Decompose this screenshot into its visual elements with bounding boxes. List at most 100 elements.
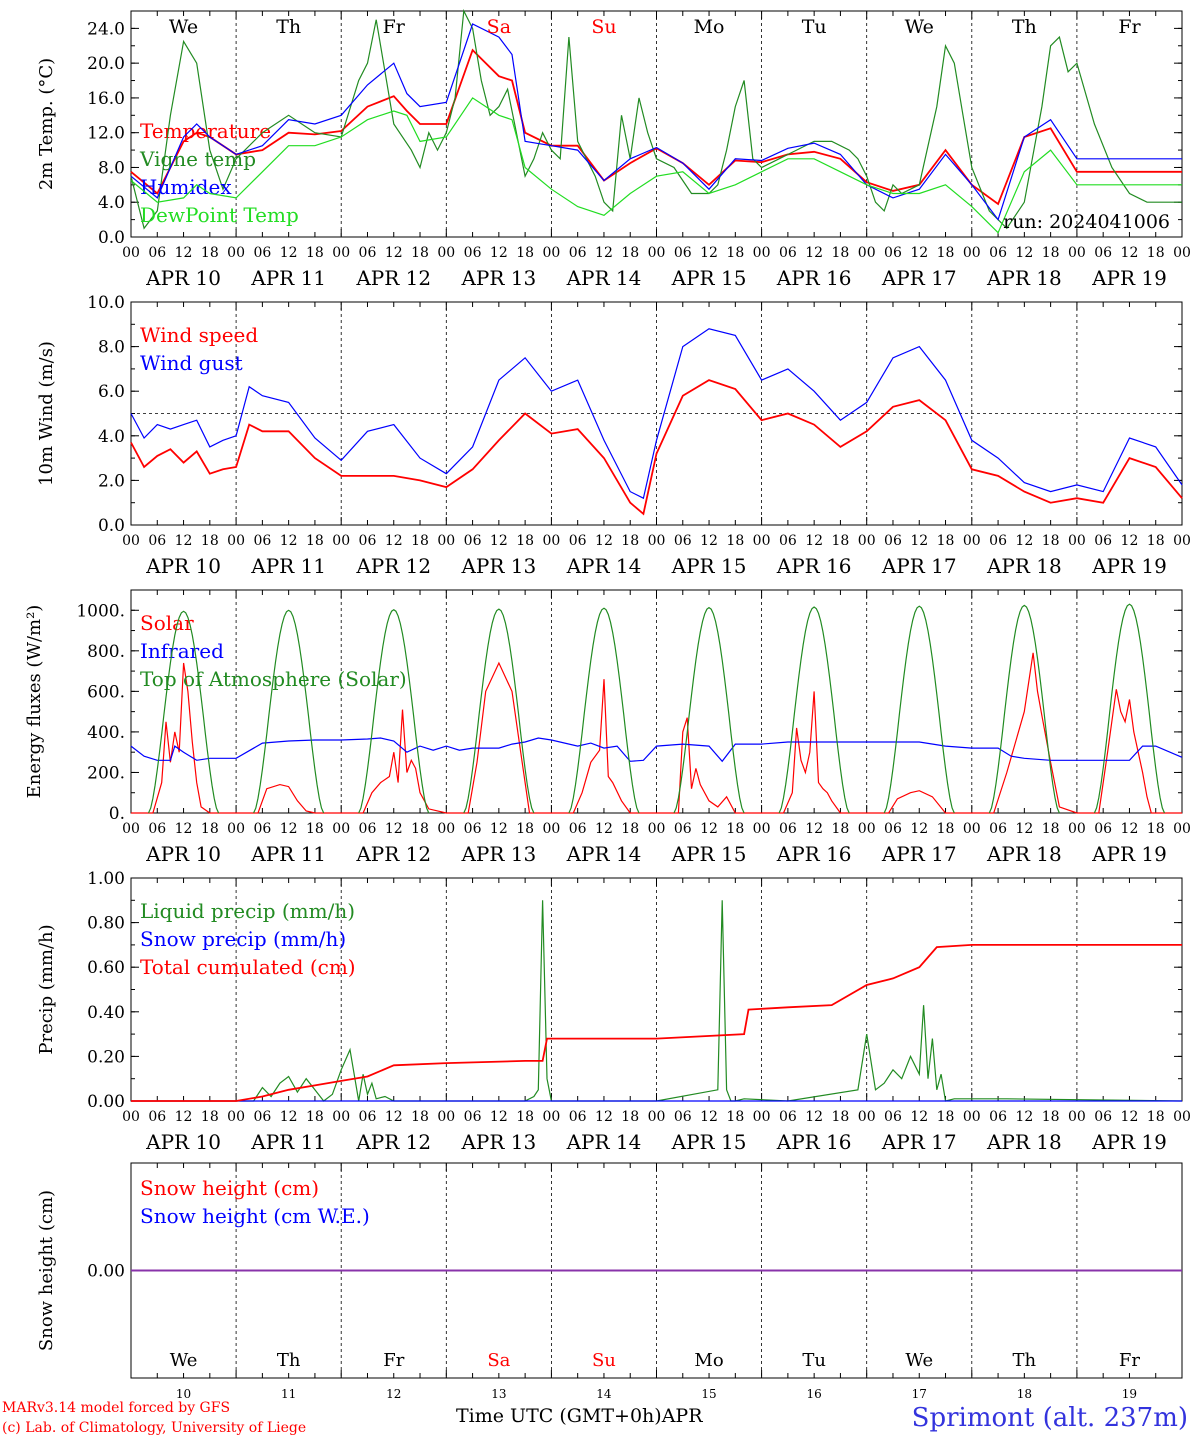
flux-hour-label: 06 bbox=[884, 821, 902, 837]
precip-hour-label: 00 bbox=[648, 1109, 666, 1125]
flux-hour-label: 00 bbox=[332, 821, 350, 837]
temp-date-label: APR 19 bbox=[1091, 266, 1167, 290]
flux-hour-label: 18 bbox=[621, 821, 639, 837]
precip-date-label: APR 18 bbox=[986, 1130, 1062, 1154]
wind-date-label: APR 10 bbox=[145, 554, 221, 578]
precip-series-2-line bbox=[131, 944, 1182, 1102]
wind-hour-label: 06 bbox=[359, 533, 377, 549]
top-day-label: We bbox=[905, 16, 934, 38]
flux-hour-label: 18 bbox=[937, 821, 955, 837]
temp-hour-label: 00 bbox=[122, 245, 140, 261]
top-day-label: Fr bbox=[383, 16, 406, 38]
precip-hour-label: 12 bbox=[175, 1109, 193, 1125]
wind-y-axis-label: 10m Wind (m/s) bbox=[36, 341, 57, 486]
precip-hour-label: 18 bbox=[411, 1109, 429, 1125]
wind-hour-label: 12 bbox=[175, 533, 193, 549]
flux-hour-label: 06 bbox=[674, 821, 692, 837]
temp-hour-label: 12 bbox=[175, 245, 193, 261]
precip-hour-label: 06 bbox=[674, 1109, 692, 1125]
temp-hour-label: 18 bbox=[306, 245, 324, 261]
precip-hour-label: 18 bbox=[1042, 1109, 1060, 1125]
precip-y-tick-label: 0.20 bbox=[87, 1047, 125, 1067]
temp-hour-label: 00 bbox=[227, 245, 245, 261]
wind-y-tick-label: 6.0 bbox=[98, 382, 125, 402]
precip-y-tick-label: 0.40 bbox=[87, 1003, 125, 1023]
bottom-day-label: Tu bbox=[802, 1350, 826, 1371]
flux-hour-label: 12 bbox=[280, 821, 298, 837]
temp-hour-label: 00 bbox=[753, 245, 771, 261]
flux-hour-label: 06 bbox=[1094, 821, 1112, 837]
bottom-day-number: 15 bbox=[701, 1387, 716, 1401]
flux-hour-label: 18 bbox=[1147, 821, 1165, 837]
wind-date-label: APR 15 bbox=[671, 554, 747, 578]
precip-hour-label: 06 bbox=[148, 1109, 166, 1125]
precip-hour-label: 18 bbox=[201, 1109, 219, 1125]
precip-hour-label: 00 bbox=[1068, 1109, 1086, 1125]
bottom-day-label: Fr bbox=[383, 1350, 404, 1371]
flux-hour-label: 18 bbox=[726, 821, 744, 837]
precip-hour-label: 12 bbox=[1121, 1109, 1139, 1125]
precip-legend-2: Total cumulated (cm) bbox=[140, 955, 356, 979]
precip-hour-label: 00 bbox=[332, 1109, 350, 1125]
precip-date-label: APR 12 bbox=[355, 1130, 431, 1154]
temp-series-2-line bbox=[130, 23, 1182, 221]
temp-hour-label: 06 bbox=[989, 245, 1007, 261]
wind-y-tick-label: 8.0 bbox=[98, 338, 125, 358]
flux-hour-label: 12 bbox=[595, 821, 613, 837]
wind-hour-label: 06 bbox=[148, 533, 166, 549]
wind-hour-label: 12 bbox=[490, 533, 508, 549]
wind-hour-label: 00 bbox=[963, 533, 981, 549]
temp-hour-label: 18 bbox=[1147, 245, 1165, 261]
temp-hour-label: 00 bbox=[437, 245, 455, 261]
precip-y-tick-label: 0.60 bbox=[87, 958, 125, 978]
precip-hour-label: 06 bbox=[569, 1109, 587, 1125]
bottom-day-number: 17 bbox=[912, 1387, 927, 1401]
flux-series-1-line bbox=[130, 737, 1183, 763]
flux-hour-label: 00 bbox=[437, 821, 455, 837]
temp-y-tick-label: 20.0 bbox=[87, 54, 125, 74]
precip-date-label: APR 14 bbox=[566, 1130, 642, 1154]
flux-date-label: APR 16 bbox=[776, 842, 852, 866]
temp-date-label: APR 10 bbox=[145, 266, 221, 290]
precip-hour-label: 18 bbox=[937, 1109, 955, 1125]
flux-hour-label: 00 bbox=[648, 821, 666, 837]
flux-hour-label: 00 bbox=[1173, 821, 1191, 837]
wind-hour-label: 06 bbox=[779, 533, 797, 549]
flux-hour-label: 00 bbox=[753, 821, 771, 837]
flux-hour-label: 18 bbox=[306, 821, 324, 837]
precip-hour-label: 00 bbox=[753, 1109, 771, 1125]
precip-hour-label: 06 bbox=[253, 1109, 271, 1125]
flux-hour-label: 12 bbox=[490, 821, 508, 837]
temp-hour-label: 00 bbox=[648, 245, 666, 261]
wind-hour-label: 06 bbox=[569, 533, 587, 549]
flux-hour-label: 06 bbox=[464, 821, 482, 837]
wind-hour-label: 18 bbox=[411, 533, 429, 549]
wind-hour-label: 00 bbox=[542, 533, 560, 549]
precip-hour-label: 12 bbox=[700, 1109, 718, 1125]
bottom-day-number: 19 bbox=[1122, 1387, 1137, 1401]
wind-legend-0: Wind speed bbox=[140, 323, 258, 347]
flux-hour-label: 00 bbox=[858, 821, 876, 837]
temp-hour-label: 12 bbox=[1015, 245, 1033, 261]
wind-hour-label: 12 bbox=[1121, 533, 1139, 549]
top-day-label: Th bbox=[1012, 16, 1037, 38]
wind-y-tick-label: 4.0 bbox=[98, 427, 125, 447]
flux-hour-label: 12 bbox=[385, 821, 403, 837]
precip-hour-label: 18 bbox=[516, 1109, 534, 1125]
wind-date-label: APR 11 bbox=[250, 554, 326, 578]
wind-hour-label: 00 bbox=[437, 533, 455, 549]
temp-date-label: APR 18 bbox=[986, 266, 1062, 290]
temp-hour-label: 12 bbox=[805, 245, 823, 261]
temp-hour-label: 00 bbox=[1068, 245, 1086, 261]
bottom-day-number: 12 bbox=[386, 1387, 401, 1401]
flux-hour-label: 00 bbox=[542, 821, 560, 837]
flux-legend-2: Top of Atmosphere (Solar) bbox=[140, 667, 407, 691]
top-day-label: Tu bbox=[802, 16, 827, 38]
model-credit: MARv3.14 model forced by GFS bbox=[2, 1400, 231, 1416]
flux-hour-label: 18 bbox=[201, 821, 219, 837]
flux-y-tick-label: 400. bbox=[87, 723, 125, 743]
wind-hour-label: 18 bbox=[1042, 533, 1060, 549]
wind-hour-label: 06 bbox=[1094, 533, 1112, 549]
top-day-label: Mo bbox=[694, 16, 725, 38]
wind-hour-label: 00 bbox=[1173, 533, 1191, 549]
